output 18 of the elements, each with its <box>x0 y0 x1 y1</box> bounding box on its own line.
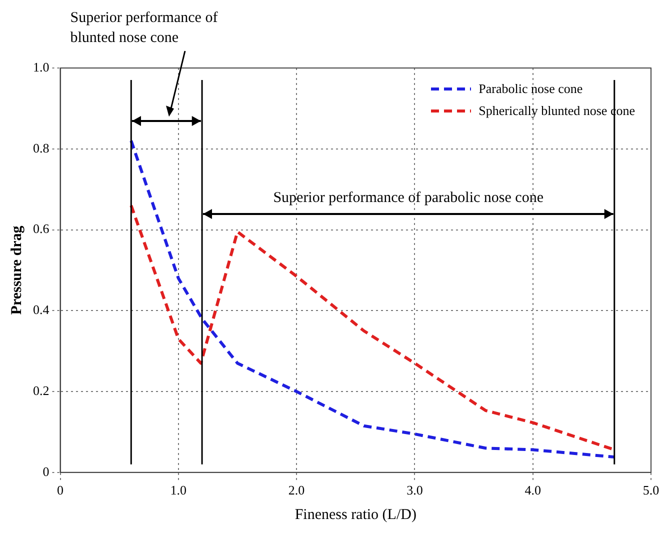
x-tick-label: 5.0 <box>642 482 660 498</box>
y-tick-label: 1.0 <box>33 59 50 74</box>
y-tick-label: 0 <box>42 464 50 479</box>
line-series <box>130 139 616 459</box>
legend-label: Parabolic nose cone <box>478 80 583 98</box>
x-tick-label: 3.0 <box>406 482 423 498</box>
y-tick-label: 0.8 <box>33 140 50 156</box>
annotation: Superior performance of parabolic nose cone <box>273 188 544 208</box>
y-tick-label: 0.6 <box>33 221 50 236</box>
y-tick-label: 0.2 <box>33 382 50 398</box>
y-axis-title: Pressure drag <box>8 225 25 315</box>
x-tick-label: 4.0 <box>524 482 541 498</box>
x-tick-label: 2.0 <box>288 482 305 498</box>
x-tick-label: 1.0 <box>170 482 187 498</box>
y-tick-label: 0.4 <box>33 302 50 318</box>
x-axis-title: Fineness ratio (L/D) <box>294 506 416 523</box>
x-tick-label: 0 <box>57 482 64 498</box>
text: Superior performance of blunted nose cone <box>70 9 219 48</box>
